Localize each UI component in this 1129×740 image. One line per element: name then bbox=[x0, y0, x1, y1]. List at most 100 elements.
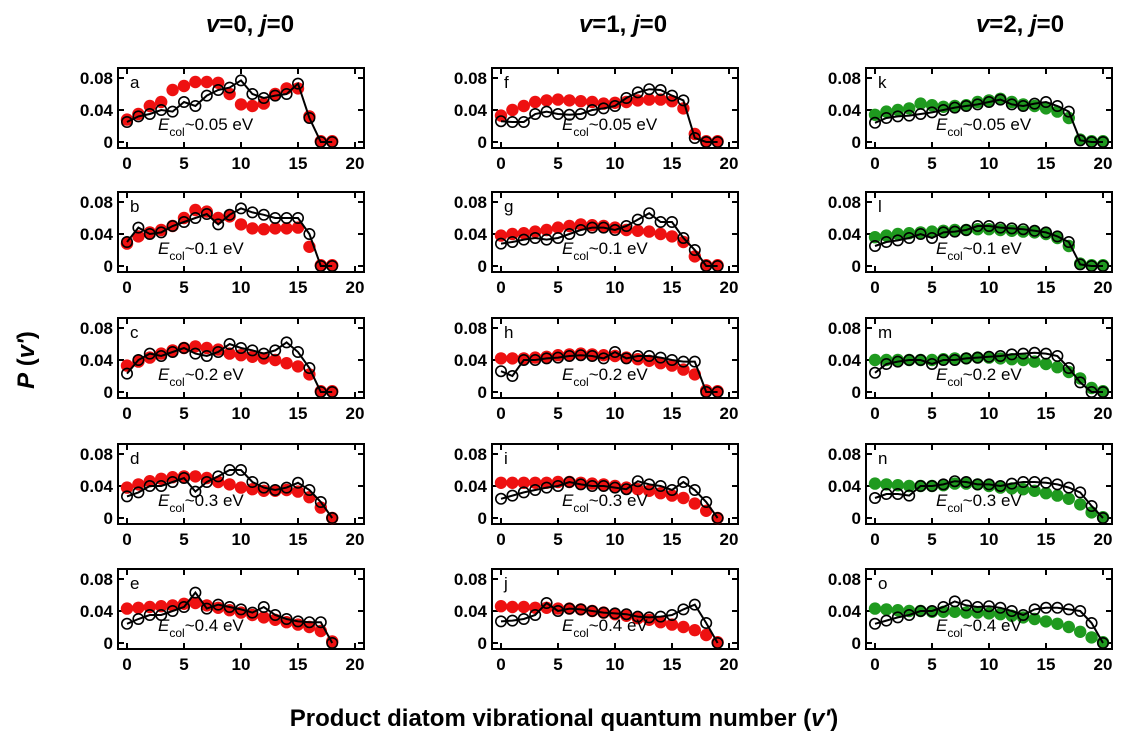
open-point bbox=[1085, 385, 1098, 398]
open-point bbox=[711, 511, 724, 524]
filled-point bbox=[234, 481, 248, 494]
x-tick-label: 10 bbox=[980, 655, 999, 674]
open-point bbox=[212, 470, 225, 483]
y-tick-label: 0.08 bbox=[454, 445, 487, 464]
open-point bbox=[200, 602, 213, 615]
energy-annotation: Ecol~0.1 eV bbox=[562, 239, 648, 263]
filled-point bbox=[677, 620, 690, 634]
open-point bbox=[948, 225, 961, 238]
filled-point bbox=[517, 476, 530, 489]
x-tick-label: 5 bbox=[553, 404, 562, 423]
series-line bbox=[126, 207, 333, 267]
open-point bbox=[189, 347, 202, 360]
series-line bbox=[874, 600, 1104, 644]
y-tick-label: 0 bbox=[852, 634, 861, 653]
open-point bbox=[597, 606, 610, 619]
y-tick-label: 0.08 bbox=[454, 319, 487, 338]
open-point bbox=[891, 487, 904, 500]
filled-point bbox=[132, 230, 145, 243]
x-tick-label: 5 bbox=[927, 530, 936, 549]
series-filled bbox=[868, 477, 1110, 524]
column-title-v0: v=0, j=0 bbox=[206, 11, 294, 38]
energy-annotation: Ecol~0.2 eV bbox=[158, 365, 244, 389]
filled-point bbox=[1085, 631, 1098, 644]
open-point bbox=[960, 599, 973, 612]
open-point bbox=[200, 475, 213, 488]
open-point bbox=[994, 349, 1007, 362]
open-point bbox=[494, 365, 507, 378]
series-filled bbox=[494, 93, 724, 148]
filled-point bbox=[269, 353, 282, 367]
open-point bbox=[269, 483, 282, 496]
open-point bbox=[121, 617, 134, 630]
open-point bbox=[563, 228, 576, 241]
x-tick-label: 15 bbox=[289, 404, 308, 423]
open-point bbox=[654, 351, 667, 364]
open-point bbox=[880, 236, 893, 249]
x-tick-label: 0 bbox=[496, 278, 505, 297]
x-tick-label: 15 bbox=[663, 655, 682, 674]
x-tick-label: 20 bbox=[1094, 655, 1113, 674]
filled-point bbox=[506, 476, 519, 489]
x-tick-label: 20 bbox=[720, 278, 739, 297]
open-point bbox=[506, 236, 519, 249]
open-point bbox=[677, 355, 690, 368]
open-point bbox=[189, 485, 202, 498]
open-point bbox=[631, 475, 644, 488]
panel-e: 0 0.04 0.08 0 5 10 15 20 e Ecol~0.4 eV bbox=[80, 568, 365, 674]
open-point bbox=[1028, 603, 1041, 616]
open-point bbox=[971, 98, 984, 111]
open-point bbox=[506, 489, 519, 502]
open-point bbox=[223, 600, 236, 613]
open-point bbox=[891, 611, 904, 624]
filled-point bbox=[155, 600, 168, 613]
x-tick-label: 0 bbox=[870, 154, 879, 173]
filled-point bbox=[1028, 612, 1041, 626]
energy-annotation: Ecol~0.4 eV bbox=[562, 616, 648, 640]
open-point bbox=[1051, 349, 1064, 362]
filled-point bbox=[948, 605, 961, 618]
open-point bbox=[257, 481, 270, 494]
y-tick-label: 0 bbox=[478, 634, 487, 653]
open-point bbox=[574, 478, 587, 491]
open-point bbox=[143, 479, 156, 492]
filled-point bbox=[1039, 487, 1053, 500]
y-tick-label: 0 bbox=[104, 634, 113, 653]
series-open bbox=[494, 83, 724, 149]
filled-point bbox=[120, 113, 134, 126]
open-point bbox=[688, 132, 701, 145]
filled-point bbox=[665, 618, 679, 631]
filled-point bbox=[494, 352, 508, 365]
open-point bbox=[132, 612, 145, 625]
open-point bbox=[291, 212, 304, 225]
panel-letter: b bbox=[130, 197, 139, 216]
x-tick-label: 15 bbox=[663, 404, 682, 423]
x-tick-label: 20 bbox=[720, 154, 739, 173]
x-tick-label: 0 bbox=[870, 278, 879, 297]
open-point bbox=[1040, 226, 1053, 239]
open-point bbox=[189, 212, 202, 225]
open-point bbox=[178, 341, 191, 354]
open-point bbox=[971, 600, 984, 613]
filled-point bbox=[1062, 620, 1076, 634]
open-point bbox=[529, 608, 542, 621]
panel-d: 0 0.04 0.08 0 5 10 15 20 d Ecol~0.3 eV bbox=[80, 443, 365, 549]
open-point bbox=[574, 108, 587, 121]
y-tick-label: 0 bbox=[104, 257, 113, 276]
panel-h: 0 0.04 0.08 0 5 10 15 20 h Ecol~0.2 eV bbox=[454, 317, 739, 423]
open-point bbox=[1074, 376, 1087, 389]
series-open bbox=[121, 74, 339, 149]
filled-point bbox=[540, 223, 553, 237]
x-tick-label: 5 bbox=[927, 154, 936, 173]
x-tick-label: 15 bbox=[1037, 404, 1056, 423]
filled-point bbox=[608, 221, 622, 234]
open-point bbox=[643, 478, 656, 491]
open-point bbox=[189, 100, 202, 113]
open-point bbox=[903, 232, 916, 245]
y-tick-label: 0 bbox=[478, 133, 487, 152]
x-tick-label: 0 bbox=[870, 404, 879, 423]
open-point bbox=[1051, 601, 1064, 614]
open-point bbox=[868, 491, 881, 504]
panel-letter: n bbox=[878, 449, 887, 468]
open-point bbox=[677, 232, 690, 245]
